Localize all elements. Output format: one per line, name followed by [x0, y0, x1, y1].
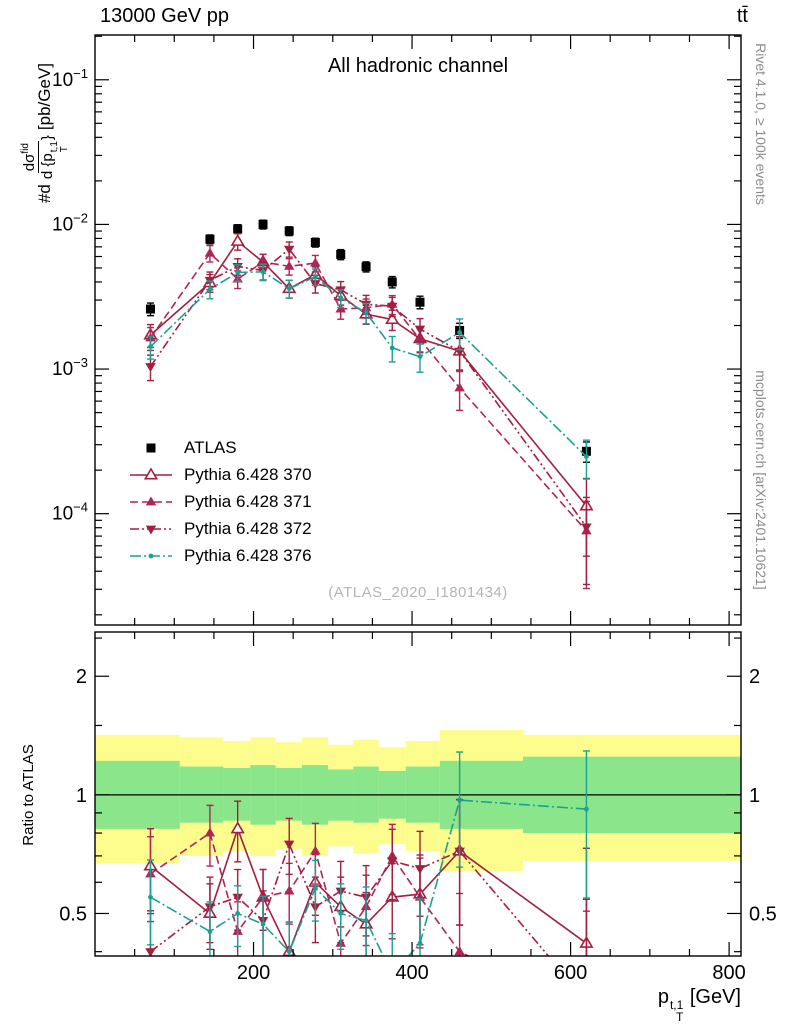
- svg-text:0.5: 0.5: [749, 903, 777, 925]
- svg-text:10−2: 10−2: [52, 210, 88, 235]
- ylabel-denominator: d {p t,1 T}: [39, 135, 70, 180]
- legend-marker-icon: [130, 496, 172, 505]
- svg-text:1: 1: [749, 785, 760, 807]
- header-final-state: tt̄: [736, 5, 748, 27]
- plot-title: All hadronic channel: [327, 55, 509, 77]
- svg-text:1: 1: [76, 785, 87, 807]
- legend-item-pythia-6-428-371: Pythia 6.428 371: [128, 488, 312, 515]
- legend-item-pythia-6-428-372: Pythia 6.428 372: [128, 515, 312, 542]
- svg-text:400: 400: [395, 962, 428, 984]
- legend-marker-icon: [130, 466, 172, 480]
- legend-marker-icon: [130, 553, 172, 558]
- analysis-watermark: (ATLAS_2020_I1801434): [328, 584, 508, 601]
- ylabel-units: [pb/GeV]: [35, 62, 54, 131]
- ylabel-prefix: #d: [35, 184, 54, 204]
- header-energy-process: 13000 GeV pp: [100, 5, 229, 27]
- legend-label: Pythia 6.428 376: [184, 545, 312, 565]
- svg-text:800: 800: [712, 962, 745, 984]
- legend-label: Pythia 6.428 371: [184, 491, 312, 511]
- legend-label: Pythia 6.428 370: [184, 464, 312, 484]
- legend-item-pythia-6-428-376: Pythia 6.428 376: [128, 542, 312, 569]
- mcplots-reference-text: mcplots.cern.ch [arXiv:2401.10621]: [753, 370, 769, 590]
- svg-text:10−3: 10−3: [52, 355, 88, 380]
- svg-text:10−4: 10−4: [52, 500, 88, 525]
- legend-marker-icon: [146, 443, 156, 452]
- legend: ATLAS Pythia 6.428 370 Pythia 6.428 371 Pyt…: [128, 434, 312, 569]
- svg-text:2: 2: [749, 666, 760, 688]
- ylabel-numerator: dσfid: [20, 141, 40, 174]
- legend-marker-icon: [130, 525, 172, 534]
- svg-text:2: 2: [76, 666, 87, 688]
- svg-text:600: 600: [554, 962, 587, 984]
- legend-label: Pythia 6.428 372: [184, 518, 312, 538]
- svg-text:0.5: 0.5: [59, 903, 87, 925]
- y-axis-label-ratio: Ratio to ATLAS: [20, 744, 37, 846]
- ylabel-fraction: dσfid d {p t,1 T}: [20, 135, 70, 179]
- legend-item-pythia-6-428-370: Pythia 6.428 370: [128, 461, 312, 488]
- legend-item-atlas: ATLAS: [128, 434, 312, 461]
- svg-text:200: 200: [237, 962, 270, 984]
- svg-text:10−1: 10−1: [52, 66, 88, 91]
- y-axis-label-main: #d dσfid d {p t,1 T} [pb/GeV]: [17, 0, 73, 266]
- legend-label: ATLAS: [184, 437, 237, 457]
- rivet-version-text: Rivet 4.1.0, ≥ 100k events: [753, 43, 769, 205]
- x-axis-label: p t,1 T [GeV]: [657, 986, 741, 1024]
